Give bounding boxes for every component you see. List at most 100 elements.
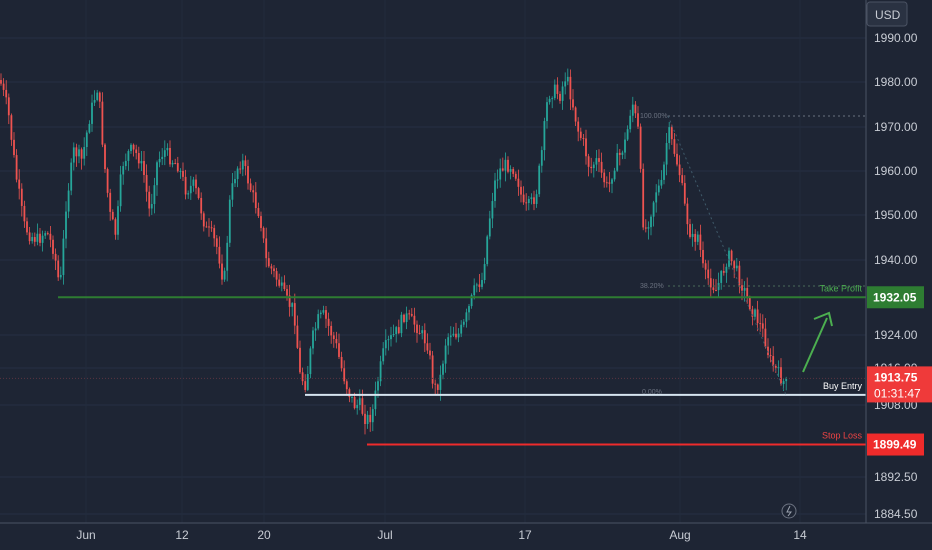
candle-body (309, 348, 312, 375)
candle-body (676, 153, 678, 165)
candle-body (434, 383, 437, 385)
candle-body (210, 227, 213, 229)
fib-label-100: 100.00% (640, 113, 668, 120)
candle-body (647, 227, 650, 229)
candle-body (197, 188, 200, 198)
lightning-icon[interactable] (781, 503, 797, 519)
candle-body (611, 179, 613, 184)
candle-body (538, 165, 541, 195)
candle-body (741, 285, 743, 291)
candle-body (158, 159, 161, 163)
candle-body (317, 314, 320, 329)
price-axis[interactable] (866, 0, 932, 550)
candle-body (392, 334, 395, 336)
candle-body (598, 158, 600, 162)
candle-body (447, 337, 450, 346)
candle-body (228, 199, 231, 243)
candle-body (218, 246, 221, 264)
x-tick-label: 20 (257, 528, 271, 542)
candle-body (286, 289, 288, 296)
candle-body (785, 378, 788, 382)
candle-body (244, 160, 247, 167)
candle-body (234, 179, 236, 184)
candle-body (7, 97, 10, 116)
candle-body (322, 310, 325, 313)
candle-body (535, 194, 538, 204)
take-profit-label: Take Profit (819, 283, 862, 293)
candle-body (59, 274, 62, 278)
candle-body (780, 367, 782, 385)
time-axis[interactable] (0, 523, 932, 550)
candle-body (405, 313, 408, 322)
candle-body (306, 374, 309, 390)
candle-body (299, 347, 301, 373)
projection-arrow (802, 317, 828, 373)
candle-body (62, 238, 65, 275)
candle-body (325, 310, 327, 319)
candle-body (254, 192, 257, 209)
candle-body (356, 404, 359, 409)
candle-body (722, 271, 725, 273)
currency-badge[interactable] (866, 1, 908, 27)
candle-body (174, 162, 177, 164)
candle-body (5, 89, 8, 98)
candle-body (101, 101, 104, 145)
candle-body (442, 363, 444, 375)
candle-body (195, 179, 197, 189)
candle-body (239, 168, 242, 170)
y-tick-label: 1892.50 (874, 470, 918, 484)
candle-body (475, 284, 478, 286)
candle-body (748, 296, 751, 310)
candle-body (117, 206, 119, 235)
candle-body (725, 266, 728, 273)
x-tick-label: 14 (793, 528, 807, 542)
candle-body (507, 159, 509, 172)
candle-body (730, 250, 733, 262)
candle-body (439, 374, 442, 390)
candle-body (681, 175, 684, 184)
candle-body (689, 224, 691, 237)
candle-body (358, 398, 361, 405)
candle-body (473, 285, 476, 296)
buy-entry-label: Buy Entry (823, 381, 863, 391)
candle-body (231, 183, 234, 200)
candle-body (304, 381, 307, 390)
candle-body (171, 162, 174, 165)
candle-body (738, 265, 741, 286)
stop-loss-label: Stop Loss (822, 431, 863, 441)
candle-body (553, 84, 556, 99)
candle-body (67, 190, 70, 212)
candle-body (314, 328, 317, 331)
candle-body (377, 381, 379, 391)
candle-body (335, 339, 338, 344)
candle-body (421, 330, 424, 334)
candle-body (431, 355, 434, 384)
candle-body (288, 295, 291, 307)
candle-body (504, 159, 507, 171)
candle-body (652, 202, 655, 217)
candle-body (587, 156, 590, 167)
fib-label-0: 0.00% (642, 389, 662, 396)
candle-body (486, 236, 489, 265)
candle-body (161, 156, 164, 160)
candle-body (379, 361, 382, 382)
candle-body (364, 413, 366, 425)
candle-body (717, 282, 720, 291)
candle-body (668, 127, 671, 144)
candle-body (527, 199, 530, 204)
candle-body (605, 182, 608, 184)
candle-body (260, 216, 262, 228)
candle-body (663, 164, 665, 180)
candle-body (179, 170, 182, 172)
candle-body (613, 170, 616, 180)
candle-body (166, 147, 169, 151)
candle-body (683, 183, 686, 204)
candles (0, 68, 788, 435)
candle-body (13, 139, 15, 156)
stop-loss-badge (867, 433, 924, 456)
candle-body (561, 86, 564, 101)
take-profit-value: 1932.05 (873, 290, 917, 304)
candle-body (54, 253, 57, 261)
candle-body (296, 325, 299, 348)
